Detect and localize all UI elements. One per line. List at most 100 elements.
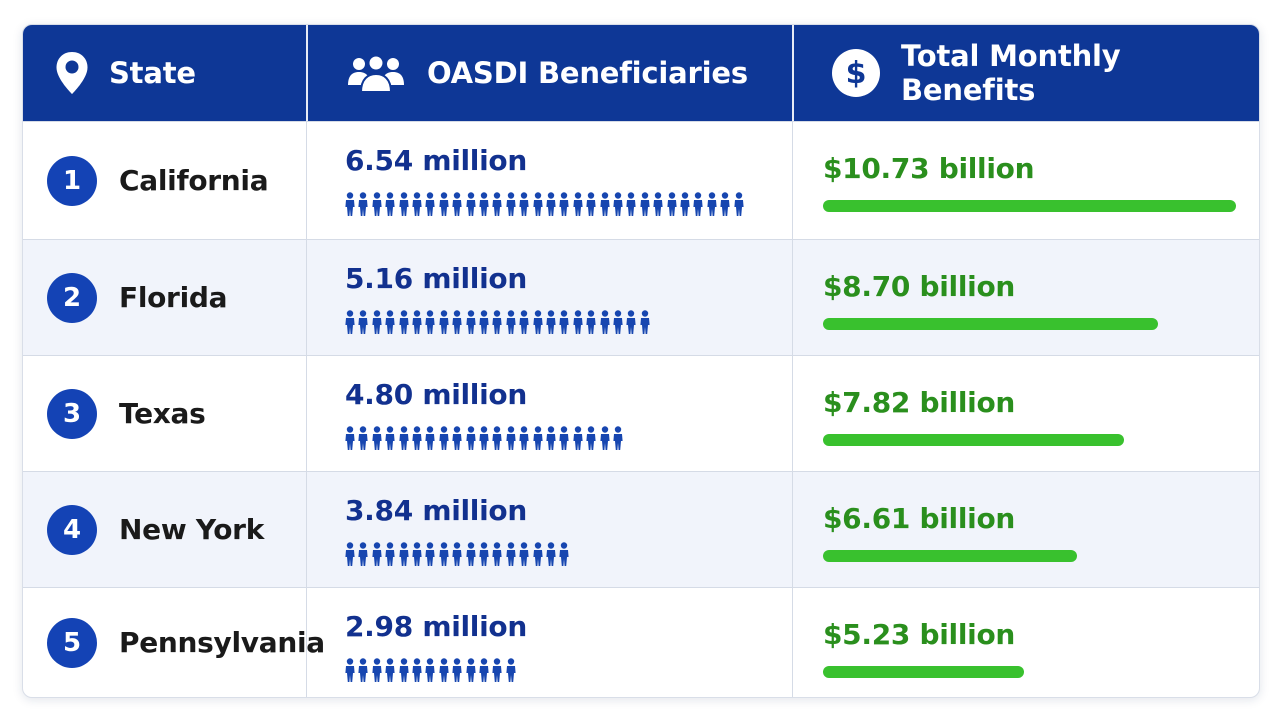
benefits-table: State OASDI Beneficiaries $ (22, 24, 1260, 698)
person-icon (358, 542, 368, 566)
person-icon (479, 310, 489, 334)
person-icon (412, 310, 422, 334)
beneficiaries-value: 3.84 million (345, 494, 527, 527)
person-icon (412, 192, 422, 216)
person-icon (693, 192, 703, 216)
table-row: 5 Pennsylvania 2.98 million $5.23 billion (23, 587, 1259, 697)
header-beneficiaries: OASDI Beneficiaries (307, 25, 793, 121)
dollar-circle-icon: $ (831, 48, 881, 98)
person-icon (573, 310, 583, 334)
person-icon (733, 192, 744, 216)
rank-badge: 1 (47, 156, 97, 206)
person-icon (412, 426, 422, 450)
person-icon (345, 426, 355, 450)
header-benefits: $ Total Monthly Benefits (793, 25, 1259, 121)
person-icon (425, 658, 435, 682)
person-icon (385, 192, 395, 216)
person-icon (599, 426, 610, 450)
person-icon (358, 658, 368, 682)
person-icon (479, 192, 489, 216)
person-icon (372, 658, 382, 682)
table-header: State OASDI Beneficiaries $ (23, 25, 1259, 121)
table-row: 4 New York 3.84 million $6.61 billion (23, 471, 1259, 587)
person-icon (707, 192, 717, 216)
person-icon (372, 426, 382, 450)
person-icon (559, 542, 569, 566)
person-icon (586, 426, 596, 450)
person-icon (492, 310, 502, 334)
person-icon (506, 426, 516, 450)
person-icon (452, 542, 462, 566)
rank-badge: 5 (47, 618, 97, 668)
benefits-bar (823, 200, 1236, 212)
state-name: New York (119, 513, 265, 546)
person-icon (519, 542, 529, 566)
header-state-label: State (109, 56, 196, 90)
person-icon (479, 542, 489, 566)
person-icon (546, 426, 556, 450)
person-icon (492, 542, 502, 566)
benefits-value: $6.61 billion (823, 502, 1016, 535)
table-row: 3 Texas 4.80 million $7.82 billion (23, 355, 1259, 471)
person-icon (666, 192, 677, 216)
person-icon (546, 310, 556, 334)
person-icon (465, 192, 476, 216)
person-icon (439, 310, 449, 334)
person-icon (452, 658, 462, 682)
person-icon (465, 542, 476, 566)
person-icon (358, 426, 368, 450)
person-icon (613, 310, 623, 334)
person-icon (573, 426, 583, 450)
state-name: California (119, 164, 269, 197)
header-beneficiaries-label: OASDI Beneficiaries (427, 56, 748, 90)
person-icon (653, 192, 663, 216)
person-icon (559, 310, 569, 334)
person-icon (452, 310, 462, 334)
person-icon (345, 542, 355, 566)
header-benefits-label: Total Monthly Benefits (901, 39, 1121, 107)
beneficiaries-value: 2.98 million (345, 610, 527, 643)
state-name: Texas (119, 397, 206, 430)
person-icon (492, 426, 502, 450)
person-icon (465, 426, 476, 450)
person-icon (425, 542, 435, 566)
person-icon (492, 192, 502, 216)
person-icon (372, 310, 382, 334)
person-icon (452, 426, 462, 450)
person-icon (586, 310, 596, 334)
benefits-bar (823, 666, 1024, 678)
person-icon (398, 426, 409, 450)
person-icon (573, 192, 583, 216)
person-icon (425, 426, 435, 450)
header-divider (792, 25, 794, 121)
rank-badge: 2 (47, 273, 97, 323)
person-icon (385, 658, 395, 682)
benefits-value: $7.82 billion (823, 386, 1016, 419)
header-divider (306, 25, 308, 121)
person-icon (345, 658, 355, 682)
table-row: 1 California 6.54 million $10.73 billion (23, 121, 1259, 239)
person-icon (599, 310, 610, 334)
rank-badge: 3 (47, 389, 97, 439)
benefits-value: $10.73 billion (823, 152, 1035, 185)
person-icon (532, 192, 543, 216)
person-icon (345, 192, 355, 216)
person-icon (506, 658, 516, 682)
benefits-bar (823, 318, 1158, 330)
person-icon (506, 192, 516, 216)
person-icon (479, 658, 489, 682)
person-icon (506, 310, 516, 334)
map-pin-icon (55, 51, 89, 95)
person-icon (439, 192, 449, 216)
person-icon (506, 542, 516, 566)
beneficiaries-value: 6.54 million (345, 144, 527, 177)
person-icon (640, 192, 650, 216)
person-icon (613, 426, 623, 450)
person-icon (398, 192, 409, 216)
person-icon (372, 192, 382, 216)
person-icon (613, 192, 623, 216)
header-state: State (23, 25, 307, 121)
person-icon (546, 542, 556, 566)
person-icon (546, 192, 556, 216)
person-icon (425, 310, 435, 334)
